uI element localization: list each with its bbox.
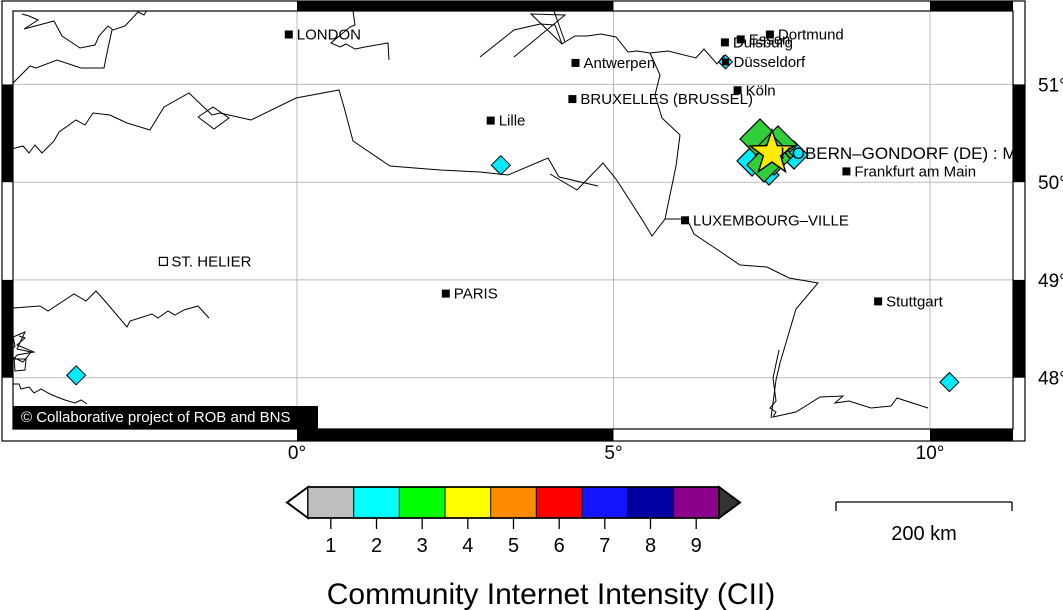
svg-text:0°: 0° (288, 443, 306, 464)
svg-text:© Collaborative project of ROB: © Collaborative project of ROB and BNS (21, 409, 291, 426)
svg-text:LUXEMBOURG–VILLE: LUXEMBOURG–VILLE (693, 212, 849, 229)
svg-text:4: 4 (462, 535, 473, 557)
svg-text:48°: 48° (1038, 369, 1063, 390)
svg-text:Lille: Lille (499, 113, 526, 130)
svg-text:50°: 50° (1038, 173, 1063, 194)
svg-text:BRUXELLES (BRUSSEL): BRUXELLES (BRUSSEL) (580, 91, 753, 108)
svg-text:5°: 5° (604, 443, 622, 464)
svg-text:Community Internet Intensity (: Community Internet Intensity (CII) (327, 578, 775, 610)
svg-text:Stuttgart: Stuttgart (886, 293, 944, 310)
svg-text:9: 9 (691, 535, 702, 557)
svg-text:200 km: 200 km (891, 523, 957, 545)
svg-text:2: 2 (371, 535, 382, 557)
svg-text:49°: 49° (1038, 271, 1063, 292)
svg-text:10°: 10° (916, 443, 945, 464)
svg-text:51°: 51° (1038, 75, 1063, 96)
svg-text:8: 8 (645, 535, 656, 557)
svg-text:5: 5 (508, 535, 519, 557)
svg-text:6: 6 (554, 535, 565, 557)
svg-text:LONDON: LONDON (297, 27, 361, 44)
svg-text:PARIS: PARIS (454, 286, 498, 303)
svg-text:Frankfurt am Main: Frankfurt am Main (854, 163, 976, 180)
svg-text:Antwerpen: Antwerpen (584, 55, 656, 72)
svg-text:3: 3 (417, 535, 428, 557)
svg-text:Duisburg: Duisburg (733, 34, 793, 51)
svg-text:7: 7 (599, 535, 610, 557)
svg-text:KOBERN–GONDORF (DE) : M: KOBERN–GONDORF (DE) : M (780, 144, 1016, 163)
svg-text:1: 1 (325, 535, 336, 557)
svg-text:ST. HELIER: ST. HELIER (171, 253, 251, 270)
svg-text:Düsseldorf: Düsseldorf (734, 54, 807, 71)
